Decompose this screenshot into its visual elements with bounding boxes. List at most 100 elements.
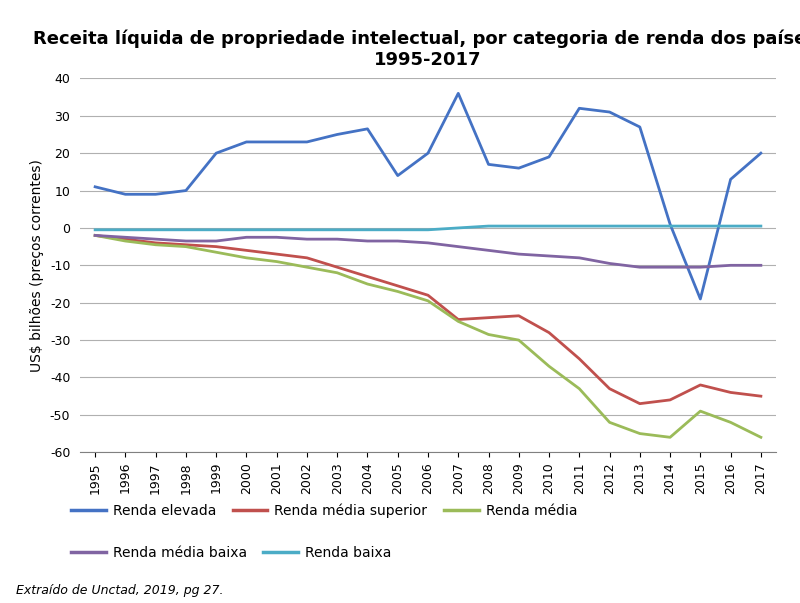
Renda média superior (151, 239, 161, 247)
Renda elevada (666, 221, 675, 228)
Renda baixa (574, 223, 584, 230)
Renda baixa (484, 223, 494, 230)
Renda média baixa (121, 233, 130, 241)
Renda elevada (211, 150, 221, 157)
Renda média baixa (151, 236, 161, 243)
Renda média (666, 434, 675, 441)
Renda média baixa (211, 238, 221, 245)
Line: Renda média superior: Renda média superior (95, 235, 761, 403)
Renda média baixa (484, 247, 494, 254)
Renda elevada (454, 90, 463, 97)
Y-axis label: US$ bilhões (preços correntes): US$ bilhões (preços correntes) (30, 159, 44, 372)
Line: Renda média baixa: Renda média baixa (95, 235, 761, 267)
Renda elevada (151, 191, 161, 198)
Renda elevada (181, 187, 190, 194)
Renda média superior (423, 292, 433, 299)
Renda média baixa (544, 252, 554, 259)
Renda média (362, 280, 372, 288)
Renda elevada (272, 138, 282, 145)
Renda média superior (574, 355, 584, 362)
Renda elevada (635, 124, 645, 131)
Renda baixa (121, 226, 130, 233)
Renda média superior (514, 312, 523, 320)
Renda média superior (726, 389, 735, 396)
Renda baixa (635, 223, 645, 230)
Text: Extraído de Unctad, 2019, pg 27.: Extraído de Unctad, 2019, pg 27. (16, 584, 223, 597)
Line: Renda média: Renda média (95, 235, 761, 437)
Renda média baixa (181, 238, 190, 245)
Renda elevada (544, 153, 554, 160)
Renda média (454, 318, 463, 325)
Renda média (90, 232, 100, 239)
Renda média baixa (423, 239, 433, 247)
Renda média baixa (362, 238, 372, 245)
Renda média superior (544, 329, 554, 336)
Renda média (211, 248, 221, 256)
Renda baixa (272, 226, 282, 233)
Renda elevada (90, 183, 100, 191)
Renda baixa (756, 223, 766, 230)
Renda média (756, 434, 766, 441)
Renda baixa (695, 223, 705, 230)
Renda elevada (121, 191, 130, 198)
Renda média (484, 331, 494, 338)
Renda média baixa (333, 236, 342, 243)
Renda média superior (635, 400, 645, 407)
Renda média superior (242, 247, 251, 254)
Renda média baixa (454, 243, 463, 250)
Renda média superior (272, 250, 282, 257)
Renda média (605, 418, 614, 426)
Renda média (121, 238, 130, 245)
Renda baixa (333, 226, 342, 233)
Renda média (574, 385, 584, 393)
Renda elevada (393, 172, 402, 179)
Renda média superior (454, 316, 463, 323)
Renda média (695, 408, 705, 415)
Renda baixa (181, 226, 190, 233)
Renda elevada (242, 138, 251, 145)
Renda média baixa (302, 236, 312, 243)
Renda média (423, 297, 433, 305)
Renda média baixa (695, 264, 705, 271)
Renda baixa (362, 226, 372, 233)
Renda baixa (666, 223, 675, 230)
Renda média (635, 430, 645, 437)
Renda baixa (242, 226, 251, 233)
Renda elevada (333, 131, 342, 138)
Renda média baixa (635, 264, 645, 271)
Renda média (514, 336, 523, 344)
Renda média baixa (393, 238, 402, 245)
Renda média baixa (666, 264, 675, 271)
Renda elevada (514, 165, 523, 172)
Title: Receita líquida de propriedade intelectual, por categoria de renda dos países,
1: Receita líquida de propriedade intelectu… (33, 29, 800, 69)
Renda média superior (756, 393, 766, 400)
Legend: Renda média baixa, Renda baixa: Renda média baixa, Renda baixa (71, 546, 391, 560)
Renda média (242, 254, 251, 262)
Renda elevada (726, 175, 735, 183)
Renda elevada (605, 109, 614, 116)
Renda média superior (211, 243, 221, 250)
Renda baixa (151, 226, 161, 233)
Renda baixa (423, 226, 433, 233)
Renda média (726, 418, 735, 426)
Renda elevada (695, 295, 705, 303)
Line: Renda baixa: Renda baixa (95, 226, 761, 230)
Renda média superior (605, 385, 614, 393)
Legend: Renda elevada, Renda média superior, Renda média: Renda elevada, Renda média superior, Ren… (71, 503, 577, 517)
Renda média superior (302, 254, 312, 262)
Renda média baixa (574, 254, 584, 262)
Renda média superior (333, 264, 342, 271)
Renda média (393, 288, 402, 295)
Renda média (544, 362, 554, 370)
Renda média (151, 241, 161, 248)
Renda média (302, 264, 312, 271)
Renda elevada (423, 150, 433, 157)
Renda elevada (484, 161, 494, 168)
Renda média baixa (90, 232, 100, 239)
Renda baixa (302, 226, 312, 233)
Renda elevada (574, 105, 584, 112)
Renda baixa (514, 223, 523, 230)
Renda média baixa (242, 233, 251, 241)
Line: Renda elevada: Renda elevada (95, 93, 761, 299)
Renda baixa (90, 226, 100, 233)
